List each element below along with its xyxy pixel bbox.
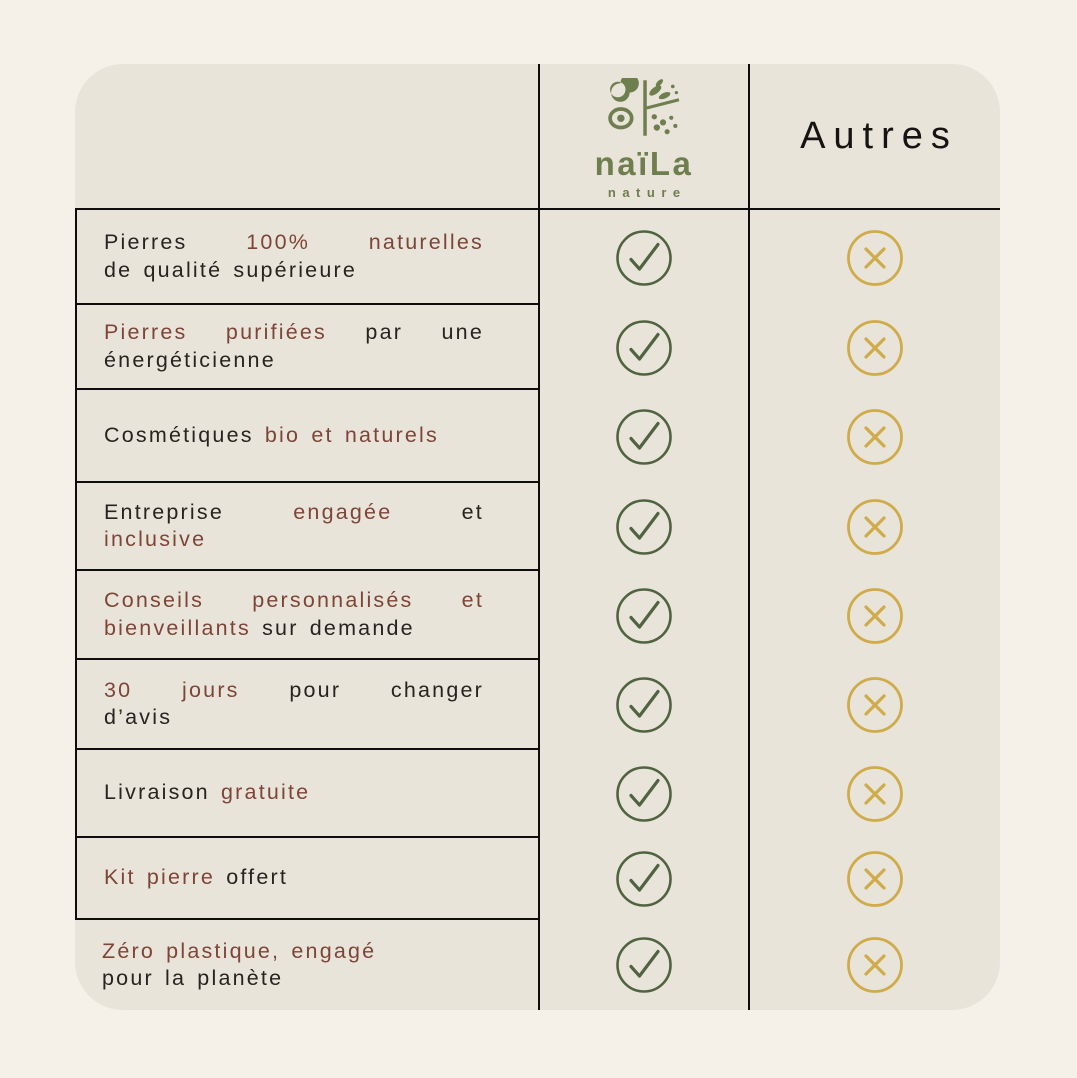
competitor-column-label: Autres (800, 114, 958, 157)
check-circle-icon (538, 483, 748, 571)
header-empty-cell (75, 64, 538, 210)
feature-label: Pierres purifiées par une énergéticienne (75, 305, 538, 390)
feature-label: Pierres 100% naturelles de qualité supéri… (75, 210, 538, 305)
x-circle-icon (748, 305, 1000, 390)
brand-wordmark: naïLa (594, 145, 694, 182)
header-competitor-cell: Autres (748, 64, 1000, 210)
x-circle-icon (748, 483, 1000, 571)
feature-label: Kit pierre offert (75, 838, 538, 920)
feature-label: Livraison gratuite (75, 750, 538, 838)
check-circle-icon (538, 210, 748, 305)
header-brand-cell: naïLa nature (538, 64, 748, 210)
check-circle-icon (538, 920, 748, 1010)
check-circle-icon (538, 750, 748, 838)
feature-label: Zéro plastique, engagé pour la planète (102, 938, 377, 991)
brand-subtitle: nature (607, 185, 687, 200)
feature-label: Conseils personnalisés et bienveillants s… (75, 571, 538, 660)
x-circle-icon (748, 390, 1000, 483)
x-circle-icon (748, 920, 1000, 1010)
comparison-table: naïLa nature Autres Pierres 100% naturel… (75, 64, 1000, 1010)
x-circle-icon (748, 210, 1000, 305)
check-circle-icon (538, 838, 748, 920)
x-circle-icon (748, 660, 1000, 750)
x-circle-icon (748, 750, 1000, 838)
feature-label: 30 jours pour changer d’avis (75, 660, 538, 750)
check-circle-icon (538, 571, 748, 660)
x-circle-icon (748, 838, 1000, 920)
x-circle-icon (748, 571, 1000, 660)
check-circle-icon (538, 390, 748, 483)
check-circle-icon (538, 660, 748, 750)
check-circle-icon (538, 305, 748, 390)
feature-label: Cosmétiques bio et naturels (75, 390, 538, 483)
naila-nature-logo-icon (607, 74, 681, 143)
feature-label: Entreprise engagée et inclusive (75, 483, 538, 571)
